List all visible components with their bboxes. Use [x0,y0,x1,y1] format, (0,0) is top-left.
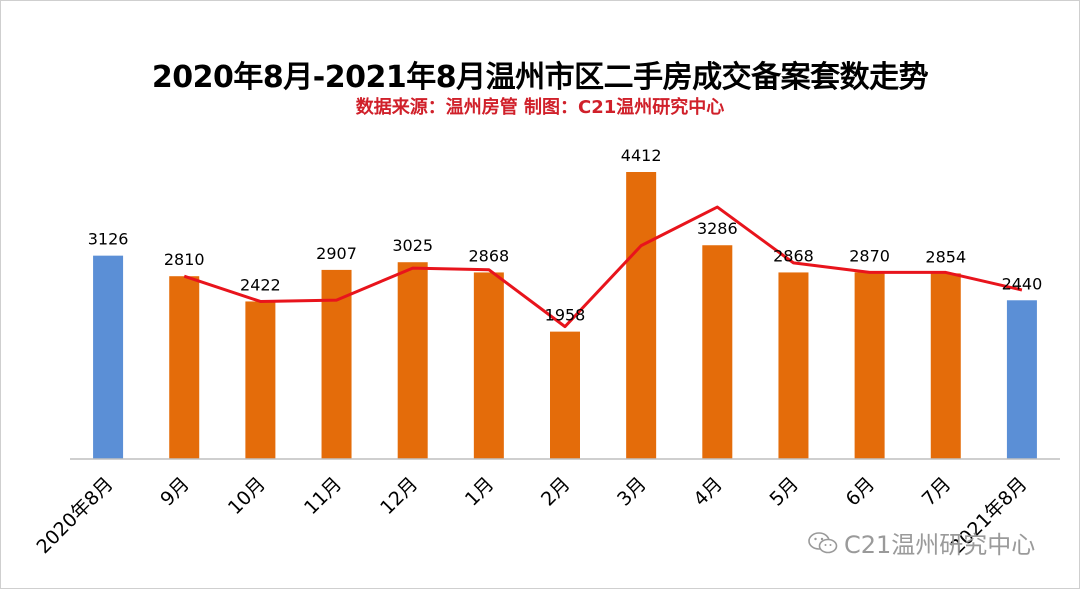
x-tick-label-3: 11月 [300,473,346,519]
x-tick-label-2: 10月 [224,473,270,519]
chart-title: 2020年8月-2021年8月温州市区二手房成交备案套数走势 [151,60,929,95]
value-label-2: 2422 [240,275,281,294]
x-tick-label-1: 9月 [156,473,194,511]
bar-9 [778,272,809,459]
bars-layer [93,172,1037,459]
value-label-1: 2810 [164,250,205,269]
trend-line-layer [183,205,1023,329]
x-tick-label-7: 3月 [613,473,651,511]
value-label-10: 2870 [849,246,890,265]
trend-line [183,205,1023,329]
watermark: C21温州研究中心 [808,525,1035,560]
value-labels-layer: 3126 2810 2422 2907 3025 2868 1958 4412 3286 2868… [88,146,1043,325]
wechat-icon [808,531,838,553]
value-label-12: 2440 [1002,274,1043,293]
x-tick-label-10: 6月 [842,473,880,511]
value-label-8: 3286 [697,219,738,238]
value-label-4: 3025 [392,236,433,255]
x-tick-label-9: 5月 [765,473,803,511]
x-tick-label-0: 2020年8月 [32,473,117,558]
chart-subtitle: 数据来源：温州房管 制图：C21温州研究中心 [355,97,725,118]
watermark-text: C21温州研究中心 [844,531,1036,559]
bar-1 [169,276,200,459]
x-tick-label-11: 7月 [918,473,956,511]
bar-3 [321,269,352,459]
bar-0 [93,255,124,459]
x-tick-label-6: 2月 [537,473,575,511]
x-tick-label-8: 4月 [689,473,727,511]
bar-7 [626,172,657,459]
value-label-5: 2868 [468,246,509,265]
value-label-9: 2868 [773,246,814,265]
value-label-0: 3126 [88,230,129,249]
value-label-3: 2907 [316,244,357,263]
bar-4 [397,262,428,459]
bar-12 [1006,300,1037,459]
bar-11 [930,273,961,459]
bar-5 [473,272,504,459]
bar-10 [854,272,885,459]
x-tick-label-5: 1月 [461,473,499,511]
x-tick-label-4: 12月 [376,473,422,519]
bar-8 [702,245,733,459]
bar-2 [245,301,276,459]
bar-6 [550,331,580,459]
value-label-11: 2854 [925,247,966,266]
value-label-7: 4412 [621,146,662,165]
value-label-6: 1958 [545,306,586,325]
